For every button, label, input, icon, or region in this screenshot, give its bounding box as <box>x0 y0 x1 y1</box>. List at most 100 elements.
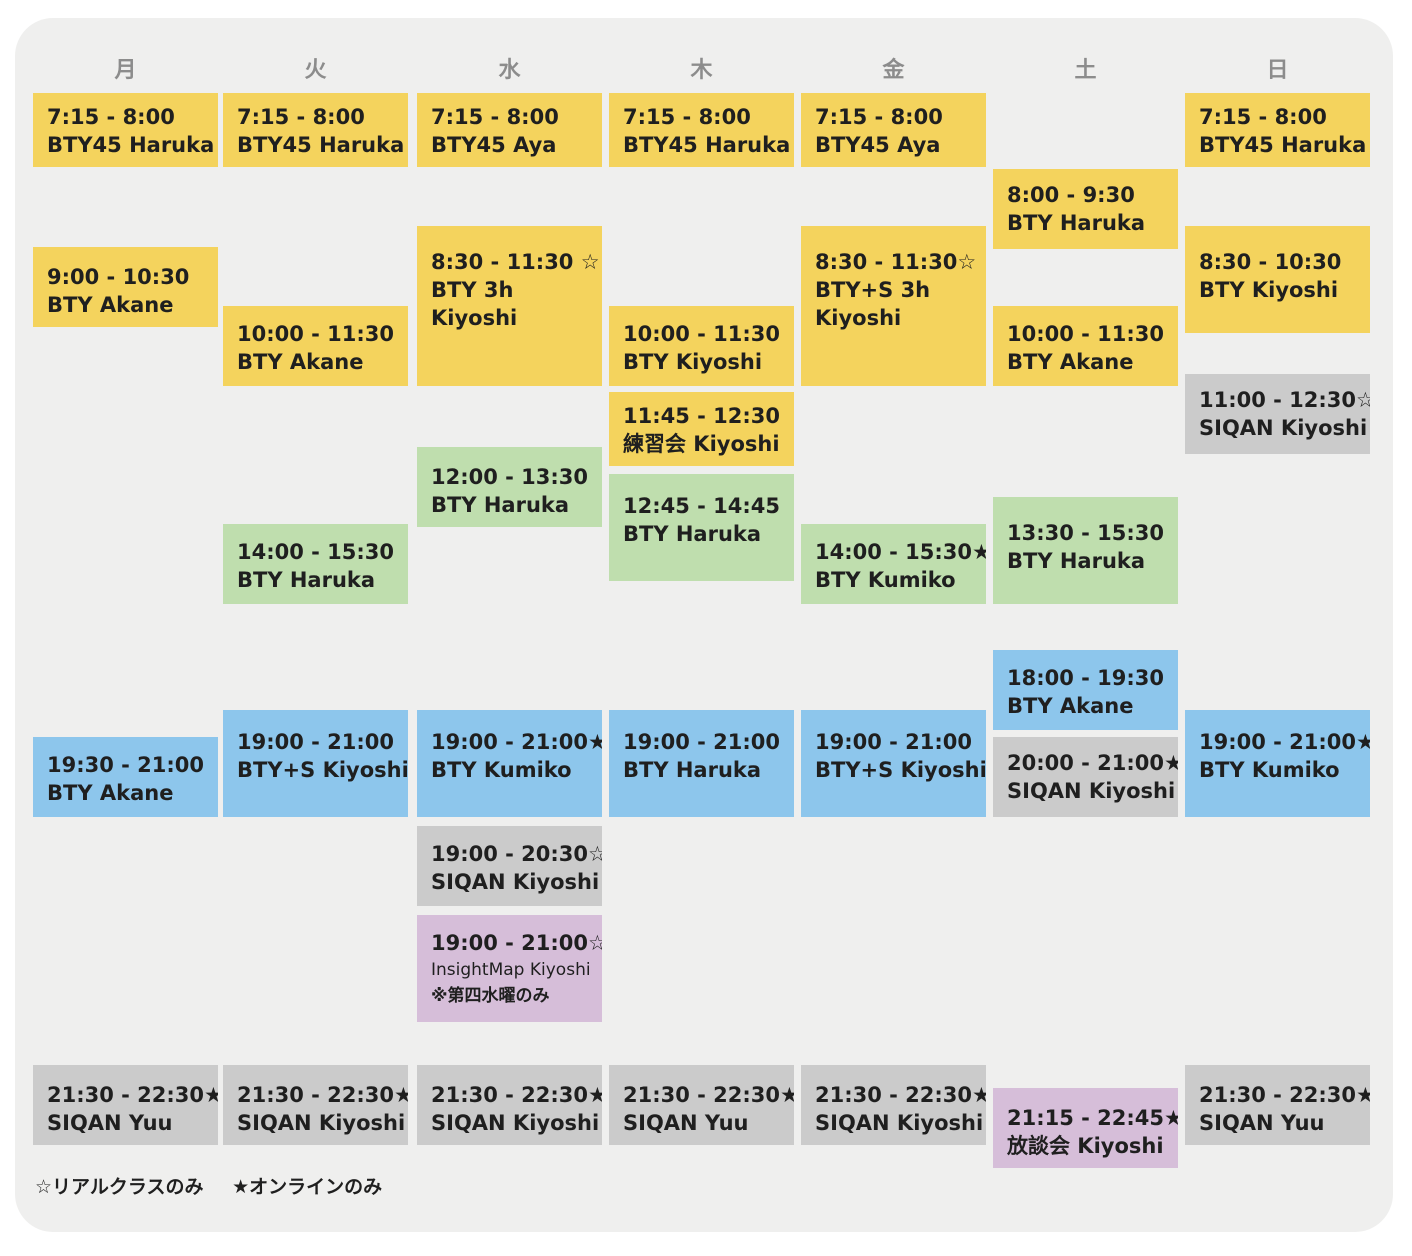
class-name: InsightMap Kiyoshi <box>431 960 591 980</box>
class-time: 7:15 - 8:00 <box>1199 105 1327 129</box>
class-block[interactable]: 18:00 - 19:30 BTY Akane <box>993 650 1178 730</box>
class-block[interactable]: 8:30 - 11:30 ☆ BTY 3h Kiyoshi <box>417 226 602 386</box>
class-name: SIQAN Kiyoshi <box>1007 779 1176 803</box>
class-name: BTY45 Haruka <box>623 133 791 157</box>
class-name: 練習会 Kiyoshi <box>623 432 780 456</box>
class-time: 21:30 - 22:30★ <box>1199 1083 1370 1107</box>
class-block[interactable]: 19:00 - 21:00★ BTY Kumiko <box>417 710 602 817</box>
legend-online-only: ★オンラインのみ <box>232 1176 383 1198</box>
class-block[interactable]: 14:00 - 15:30★ BTY Kumiko <box>801 524 986 604</box>
class-name: SIQAN Yuu <box>1199 1111 1325 1135</box>
class-time: 21:30 - 22:30★ <box>237 1083 408 1107</box>
class-name: BTY Haruka <box>1007 211 1146 235</box>
class-name: BTY45 Haruka <box>47 133 215 157</box>
class-block[interactable]: 11:45 - 12:30 練習会 Kiyoshi <box>609 392 794 466</box>
class-time: 14:00 - 15:30★ <box>815 540 986 564</box>
class-name: BTY Kumiko <box>815 568 956 592</box>
class-block[interactable]: 10:00 - 11:30 BTY Akane <box>223 306 408 386</box>
class-block[interactable]: 7:15 - 8:00 BTY45 Haruka <box>609 93 794 167</box>
class-block[interactable]: 12:00 - 13:30 BTY Haruka <box>417 447 602 527</box>
class-name: BTY Haruka <box>1007 549 1146 573</box>
class-block[interactable]: 19:00 - 21:00★ BTY Kumiko <box>1185 710 1370 817</box>
class-block[interactable]: 19:00 - 21:00 BTY+S Kiyoshi <box>801 710 986 817</box>
class-block[interactable]: 8:00 - 9:30 BTY Haruka <box>993 169 1178 249</box>
class-time: 7:15 - 8:00 <box>815 105 943 129</box>
class-block[interactable]: 12:45 - 14:45 BTY Haruka <box>609 474 794 581</box>
class-name: BTY45 Aya <box>815 133 941 157</box>
class-time: 19:00 - 21:00★ <box>1199 730 1370 754</box>
class-block[interactable]: 10:00 - 11:30 BTY Akane <box>993 306 1178 386</box>
class-note: ※第四水曜のみ <box>431 986 550 1006</box>
class-block[interactable]: 11:00 - 12:30☆ SIQAN Kiyoshi <box>1185 374 1370 454</box>
legend-real-only: ☆リアルクラスのみ <box>35 1176 204 1198</box>
class-block[interactable]: 14:00 - 15:30 BTY Haruka <box>223 524 408 604</box>
class-block[interactable]: 7:15 - 8:00 BTY45 Haruka <box>1185 93 1370 167</box>
class-block[interactable]: 19:30 - 21:00 BTY Akane <box>33 737 218 817</box>
class-block[interactable]: 21:30 - 22:30★ SIQAN Kiyoshi <box>801 1065 986 1145</box>
class-time: 8:30 - 11:30 ☆ <box>431 250 600 274</box>
class-block[interactable]: 7:15 - 8:00 BTY45 Haruka <box>33 93 218 167</box>
class-time: 21:30 - 22:30★ <box>47 1083 218 1107</box>
class-name: SIQAN Kiyoshi <box>431 870 600 894</box>
class-name: BTY45 Aya <box>431 133 557 157</box>
class-block[interactable]: 13:30 - 15:30 BTY Haruka <box>993 497 1178 604</box>
legend: ☆リアルクラスのみ ★オンラインのみ <box>35 1172 404 1199</box>
class-time: 10:00 - 11:30 <box>1007 322 1165 346</box>
class-block[interactable]: 10:00 - 11:30 BTY Kiyoshi <box>609 306 794 386</box>
class-time: 7:15 - 8:00 <box>623 105 751 129</box>
class-block[interactable]: 21:30 - 22:30★ SIQAN Yuu <box>609 1065 794 1145</box>
day-header-tue: 火 <box>304 58 327 83</box>
day-header-sun: 日 <box>1266 58 1289 83</box>
class-instructor: Kiyoshi <box>431 306 518 330</box>
class-time: 8:00 - 9:30 <box>1007 183 1135 207</box>
class-block[interactable]: 7:15 - 8:00 BTY45 Aya <box>417 93 602 167</box>
class-time: 11:00 - 12:30☆ <box>1199 388 1370 412</box>
class-name: SIQAN Kiyoshi <box>237 1111 406 1135</box>
class-time: 19:00 - 21:00 <box>623 730 781 754</box>
class-block[interactable]: 19:00 - 21:00 BTY Haruka <box>609 710 794 817</box>
class-name: SIQAN Kiyoshi <box>431 1111 600 1135</box>
class-block[interactable]: 7:15 - 8:00 BTY45 Aya <box>801 93 986 167</box>
class-name: BTY Akane <box>1007 350 1134 374</box>
class-name: BTY Kumiko <box>1199 758 1340 782</box>
class-block[interactable]: 21:30 - 22:30★ SIQAN Kiyoshi <box>417 1065 602 1145</box>
class-time: 21:15 - 22:45★ <box>1007 1106 1178 1130</box>
class-name: BTY+S 3h <box>815 278 931 302</box>
class-name: BTY45 Haruka <box>237 133 405 157</box>
class-block[interactable]: 20:00 - 21:00★ SIQAN Kiyoshi <box>993 737 1178 817</box>
class-block[interactable]: 19:00 - 21:00☆ InsightMap Kiyoshi ※第四水曜の… <box>417 915 602 1022</box>
class-time: 12:00 - 13:30 <box>431 465 589 489</box>
class-name: BTY Kiyoshi <box>1199 278 1339 302</box>
class-block[interactable]: 8:30 - 10:30 BTY Kiyoshi <box>1185 226 1370 333</box>
class-time: 20:00 - 21:00★ <box>1007 751 1178 775</box>
class-block[interactable]: 19:00 - 20:30☆ SIQAN Kiyoshi <box>417 826 602 906</box>
class-name: SIQAN Kiyoshi <box>815 1111 984 1135</box>
class-block[interactable]: 21:30 - 22:30★ SIQAN Yuu <box>1185 1065 1370 1145</box>
day-header-sat: 土 <box>1074 58 1097 83</box>
class-time: 19:00 - 21:00☆ <box>431 931 602 955</box>
class-time: 19:00 - 21:00★ <box>431 730 602 754</box>
class-block[interactable]: 7:15 - 8:00 BTY45 Haruka <box>223 93 408 167</box>
class-block[interactable]: 19:00 - 21:00 BTY+S Kiyoshi <box>223 710 408 817</box>
class-name: SIQAN Yuu <box>623 1111 749 1135</box>
class-name: BTY+S Kiyoshi <box>237 758 408 782</box>
day-header-wed: 水 <box>498 58 521 83</box>
class-block[interactable]: 8:30 - 11:30☆ BTY+S 3h Kiyoshi <box>801 226 986 386</box>
class-name: BTY45 Haruka <box>1199 133 1367 157</box>
class-time: 10:00 - 11:30 <box>623 322 781 346</box>
class-time: 9:00 - 10:30 <box>47 265 190 289</box>
class-time: 18:00 - 19:30 <box>1007 666 1165 690</box>
class-time: 21:30 - 22:30★ <box>815 1083 986 1107</box>
class-block[interactable]: 21:30 - 22:30★ SIQAN Kiyoshi <box>223 1065 408 1145</box>
class-block[interactable]: 9:00 - 10:30 BTY Akane <box>33 247 218 327</box>
class-name: BTY 3h <box>431 278 514 302</box>
class-name: SIQAN Yuu <box>47 1111 173 1135</box>
day-header-mon: 月 <box>114 58 137 83</box>
class-time: 7:15 - 8:00 <box>47 105 175 129</box>
class-name: BTY Akane <box>1007 694 1134 718</box>
class-time: 19:00 - 20:30☆ <box>431 842 602 866</box>
class-name: BTY Kiyoshi <box>623 350 763 374</box>
class-block[interactable]: 21:30 - 22:30★ SIQAN Yuu <box>33 1065 218 1145</box>
class-name: BTY Haruka <box>431 493 570 517</box>
class-block[interactable]: 21:15 - 22:45★ 放談会 Kiyoshi <box>993 1088 1178 1168</box>
